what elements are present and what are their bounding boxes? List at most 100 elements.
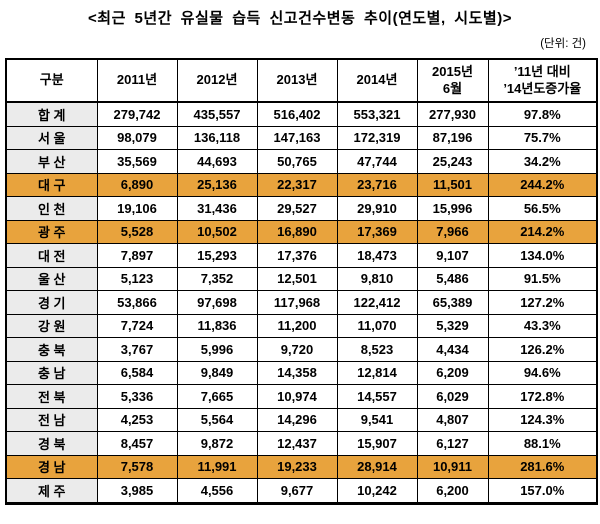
table-cell: 435,557 — [176, 101, 258, 127]
table-cell: 19,106 — [96, 196, 178, 221]
table-cell: 17,369 — [336, 219, 418, 244]
table-cell: 12,501 — [256, 266, 338, 291]
table-cell: 53,866 — [96, 290, 178, 315]
table-cell: 172.8% — [487, 384, 598, 409]
table-row: 부 산 35,569 44,693 50,765 47,744 25,243 34.2% — [5, 149, 598, 174]
table-cell: 11,501 — [416, 172, 489, 197]
column-header-2: 2012년 — [176, 58, 258, 103]
table-cell: 18,473 — [336, 243, 418, 268]
row-label: 제 주 — [5, 478, 98, 504]
table-row: 울 산 5,123 7,352 12,501 9,810 5,486 91.5% — [5, 266, 598, 291]
table-cell: 11,991 — [176, 454, 258, 479]
table-cell: 4,807 — [416, 407, 489, 432]
table-cell: 25,243 — [416, 149, 489, 174]
table-cell: 277,930 — [416, 101, 489, 127]
table-cell: 75.7% — [487, 125, 598, 150]
table-row: 충 남 6,584 9,849 14,358 12,814 6,209 94.6% — [5, 360, 598, 385]
table-cell: 4,253 — [96, 407, 178, 432]
row-label: 전 남 — [5, 407, 98, 432]
table-cell: 11,070 — [336, 313, 418, 338]
table-row: 서 울 98,079 136,118 147,163 172,319 87,196 75.7… — [5, 125, 598, 150]
table-cell: 6,127 — [416, 431, 489, 456]
table-cell: 29,527 — [256, 196, 338, 221]
table-row: 제 주 3,985 4,556 9,677 10,242 6,200 157.0% — [5, 478, 598, 504]
table-cell: 65,389 — [416, 290, 489, 315]
table-cell: 50,765 — [256, 149, 338, 174]
table-cell: 94.6% — [487, 360, 598, 385]
row-label: 대 구 — [5, 172, 98, 197]
table-cell: 5,996 — [176, 337, 258, 362]
table-cell: 11,200 — [256, 313, 338, 338]
column-header-4: 2014년 — [336, 58, 418, 103]
table-cell: 11,836 — [176, 313, 258, 338]
table-cell: 4,434 — [416, 337, 489, 362]
table-cell: 31,436 — [176, 196, 258, 221]
table-cell: 3,767 — [96, 337, 178, 362]
table-cell: 122,412 — [336, 290, 418, 315]
table-cell: 244.2% — [487, 172, 598, 197]
table-row: 충 북 3,767 5,996 9,720 8,523 4,434 126.2% — [5, 337, 598, 362]
table-cell: 172,319 — [336, 125, 418, 150]
table-cell: 214.2% — [487, 219, 598, 244]
table-cell: 10,502 — [176, 219, 258, 244]
table-cell: 5,528 — [96, 219, 178, 244]
table-cell: 14,358 — [256, 360, 338, 385]
table-cell: 7,966 — [416, 219, 489, 244]
table-cell: 17,376 — [256, 243, 338, 268]
table-header-row: 구분 2011년 2012년 2013년 2014년 2015년 6월 ’11년 대비 ’1… — [5, 58, 598, 103]
table-cell: 5,123 — [96, 266, 178, 291]
table-row: 광 주 5,528 10,502 16,890 17,369 7,966 214.2% — [5, 219, 598, 244]
table-cell: 10,242 — [336, 478, 418, 504]
table-cell: 88.1% — [487, 431, 598, 456]
table-cell: 19,233 — [256, 454, 338, 479]
table-cell: 15,996 — [416, 196, 489, 221]
table-row: 경 북 8,457 9,872 12,437 15,907 6,127 88.1% — [5, 431, 598, 456]
table-cell: 22,317 — [256, 172, 338, 197]
table-cell: 9,849 — [176, 360, 258, 385]
table-cell: 15,907 — [336, 431, 418, 456]
table-row: 경 기 53,866 97,698 117,968 122,412 65,389 127.2… — [5, 290, 598, 315]
row-label: 서 울 — [5, 125, 98, 150]
table-cell: 157.0% — [487, 478, 598, 504]
table-cell: 98,079 — [96, 125, 178, 150]
column-header-6: ’11년 대비 ’14년도증가율 — [487, 58, 598, 103]
lost-property-report-table: 구분 2011년 2012년 2013년 2014년 2015년 6월 ’11년 대비 ’1… — [5, 58, 598, 505]
table-cell: 34.2% — [487, 149, 598, 174]
row-label: 전 북 — [5, 384, 98, 409]
table-cell: 9,677 — [256, 478, 338, 504]
report-page: <최근 5년간 유실물 습득 신고건수변동 추이(연도별, 시도별)> (단위:… — [5, 10, 598, 505]
table-cell: 516,402 — [256, 101, 338, 127]
row-label: 울 산 — [5, 266, 98, 291]
table-cell: 23,716 — [336, 172, 418, 197]
table-row: 강 원 7,724 11,836 11,200 11,070 5,329 43.3% — [5, 313, 598, 338]
table-cell: 12,437 — [256, 431, 338, 456]
table-row: 인 천 19,106 31,436 29,527 29,910 15,996 56.5% — [5, 196, 598, 221]
table-cell: 15,293 — [176, 243, 258, 268]
table-cell: 9,541 — [336, 407, 418, 432]
table-cell: 91.5% — [487, 266, 598, 291]
row-label: 강 원 — [5, 313, 98, 338]
table-cell: 5,336 — [96, 384, 178, 409]
table-cell: 147,163 — [256, 125, 338, 150]
table-cell: 6,209 — [416, 360, 489, 385]
row-label: 인 천 — [5, 196, 98, 221]
unit-note: (단위: 건) — [540, 38, 586, 50]
row-label: 광 주 — [5, 219, 98, 244]
table-cell: 29,910 — [336, 196, 418, 221]
table-cell: 124.3% — [487, 407, 598, 432]
table-body: 합 계 279,742 435,557 516,402 553,321 277,930 97… — [5, 101, 598, 504]
table-cell: 6,890 — [96, 172, 178, 197]
row-label: 부 산 — [5, 149, 98, 174]
table-cell: 43.3% — [487, 313, 598, 338]
table-cell: 4,556 — [176, 478, 258, 504]
table-cell: 7,352 — [176, 266, 258, 291]
row-label: 충 북 — [5, 337, 98, 362]
row-label: 합 계 — [5, 101, 98, 127]
table-row: 경 남 7,578 11,991 19,233 28,914 10,911 281.6% — [5, 454, 598, 479]
table-cell: 14,296 — [256, 407, 338, 432]
table-cell: 28,914 — [336, 454, 418, 479]
table-cell: 134.0% — [487, 243, 598, 268]
row-label: 경 기 — [5, 290, 98, 315]
table-cell: 117,968 — [256, 290, 338, 315]
table-row: 전 북 5,336 7,665 10,974 14,557 6,029 172.8% — [5, 384, 598, 409]
